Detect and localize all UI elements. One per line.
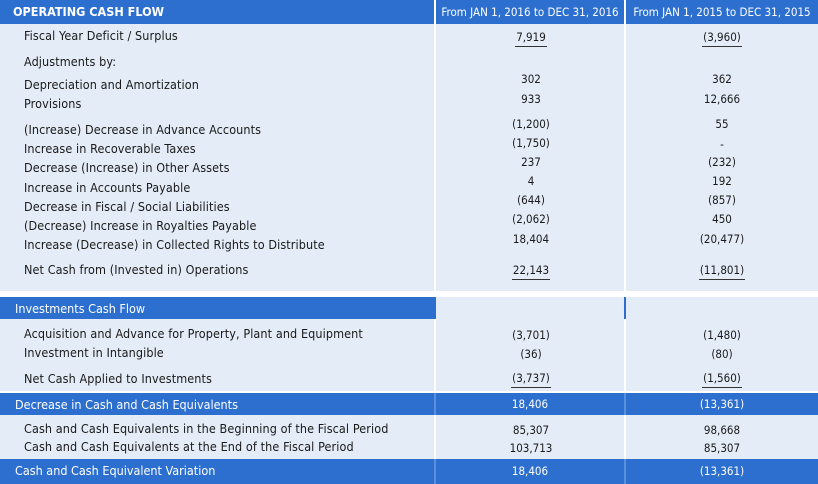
header-col-2015: From JAN 1, 2015 to DEC 31, 2015 [633,5,811,19]
header-title: OPERATING CASH FLOW [13,4,165,19]
deficit-2016: 7,919 [440,30,622,47]
deficit-label: Fiscal Year Deficit / Surplus [24,28,178,43]
investments-title: Investments Cash Flow [15,301,146,316]
op-row-2016: 302 [521,72,541,86]
variation-divider-1 [434,459,436,484]
inv-row-2015: (80) [711,347,733,361]
decrease-divider-2 [624,393,626,415]
variation-label: Cash and Cash Equivalent Variation [15,463,216,478]
decrease-divider-1 [434,393,436,415]
investments-divider-2 [624,319,626,391]
balance-row-label: Cash and Cash Equivalents at the End of … [24,439,354,454]
op-row-label: Increase in Accounts Payable [24,180,191,195]
net-investments-2015-value: (1,560) [702,371,742,388]
op-row-2015: (857) [708,193,736,207]
operating-section-bg [0,24,818,291]
op-row-2015: 192 [712,174,732,188]
inv-row-2015: (1,480) [703,328,741,342]
investments-divider-1 [434,319,436,391]
balance-row-2015: 85,307 [703,441,741,455]
decrease-2015: (13,361) [699,397,745,411]
op-row-2016: 933 [521,92,541,106]
variation-2015: (13,361) [699,464,745,478]
investments-header-col-2 [626,297,818,319]
net-operations-2016: 22,143 [440,263,622,280]
header-divider-1 [434,0,436,24]
decrease-bar [0,393,818,415]
op-row-2015: - [720,137,724,151]
op-row-label: Decrease in Fiscal / Social Liabilities [24,199,230,214]
op-row-2015: (20,477) [699,232,745,246]
operating-divider-2 [624,24,626,291]
variation-divider-2 [624,459,626,484]
balance-row-2015: 98,668 [703,423,741,437]
net-operations-2015-value: (11,801) [698,263,746,280]
op-row-2015: 362 [712,72,732,86]
op-row-2015: 12,666 [703,92,741,106]
balance-row-2016: 85,307 [512,423,550,437]
balance-row-label: Cash and Cash Equivalents in the Beginni… [24,421,389,436]
balances-section-bg [0,415,818,459]
net-investments-2016: (3,737) [440,371,622,388]
deficit-2016-value: 7,919 [515,30,547,47]
op-row-label: (Increase) Decrease in Advance Accounts [24,122,262,137]
deficit-2015: (3,960) [626,30,818,47]
variation-2016: 18,406 [511,464,549,478]
variation-bar [0,459,818,484]
header-divider-2 [624,0,626,24]
balances-divider-2 [624,415,626,459]
net-investments-2016-value: (3,737) [511,371,551,388]
inv-row-label: Investment in Intangible [24,345,164,360]
op-row-2016: (644) [517,193,545,207]
net-operations-2015: (11,801) [626,263,818,280]
header-col-2016: From JAN 1, 2016 to DEC 31, 2016 [441,5,619,19]
op-row-2016: (1,200) [512,117,550,131]
op-row-label: Increase in Recoverable Taxes [24,141,196,156]
net-investments-2015: (1,560) [626,371,818,388]
op-row-2016: (2,062) [512,212,550,226]
decrease-2016: 18,406 [511,397,549,411]
investments-section-bg [0,319,818,391]
investments-header-col-1 [436,297,624,319]
op-row-2016: (1,750) [512,136,550,150]
inv-row-label: Acquisition and Advance for Property, Pl… [24,326,363,341]
op-row-label: Provisions [24,96,82,111]
operating-divider-1 [434,24,436,291]
header-bar [0,0,818,24]
op-row-label: Depreciation and Amortization [24,77,199,92]
op-row-label: Increase (Decrease) in Collected Rights … [24,237,325,252]
op-row-2016: 4 [527,174,535,188]
balance-row-2016: 103,713 [509,441,553,455]
net-investments-label: Net Cash Applied to Investments [24,371,212,386]
net-operations-label: Net Cash from (Invested in) Operations [24,262,249,277]
decrease-label: Decrease in Cash and Cash Equivalents [15,397,238,412]
inv-row-2016: (36) [520,347,542,361]
op-row-2015: (232) [708,155,736,169]
op-row-2015: 450 [712,212,732,226]
balances-divider-1 [434,415,436,459]
net-operations-2016-value: 22,143 [511,263,551,280]
op-row-2016: 237 [521,155,541,169]
op-row-2016: 18,404 [512,232,550,246]
adjustments-label: Adjustments by: [24,54,117,69]
inv-row-2016: (3,701) [512,328,550,342]
op-row-2015: 55 [715,117,729,131]
deficit-2015-value: (3,960) [702,30,742,47]
op-row-label: Decrease (Increase) in Other Assets [24,160,230,175]
op-row-label: (Decrease) Increase in Royalties Payable [24,218,257,233]
